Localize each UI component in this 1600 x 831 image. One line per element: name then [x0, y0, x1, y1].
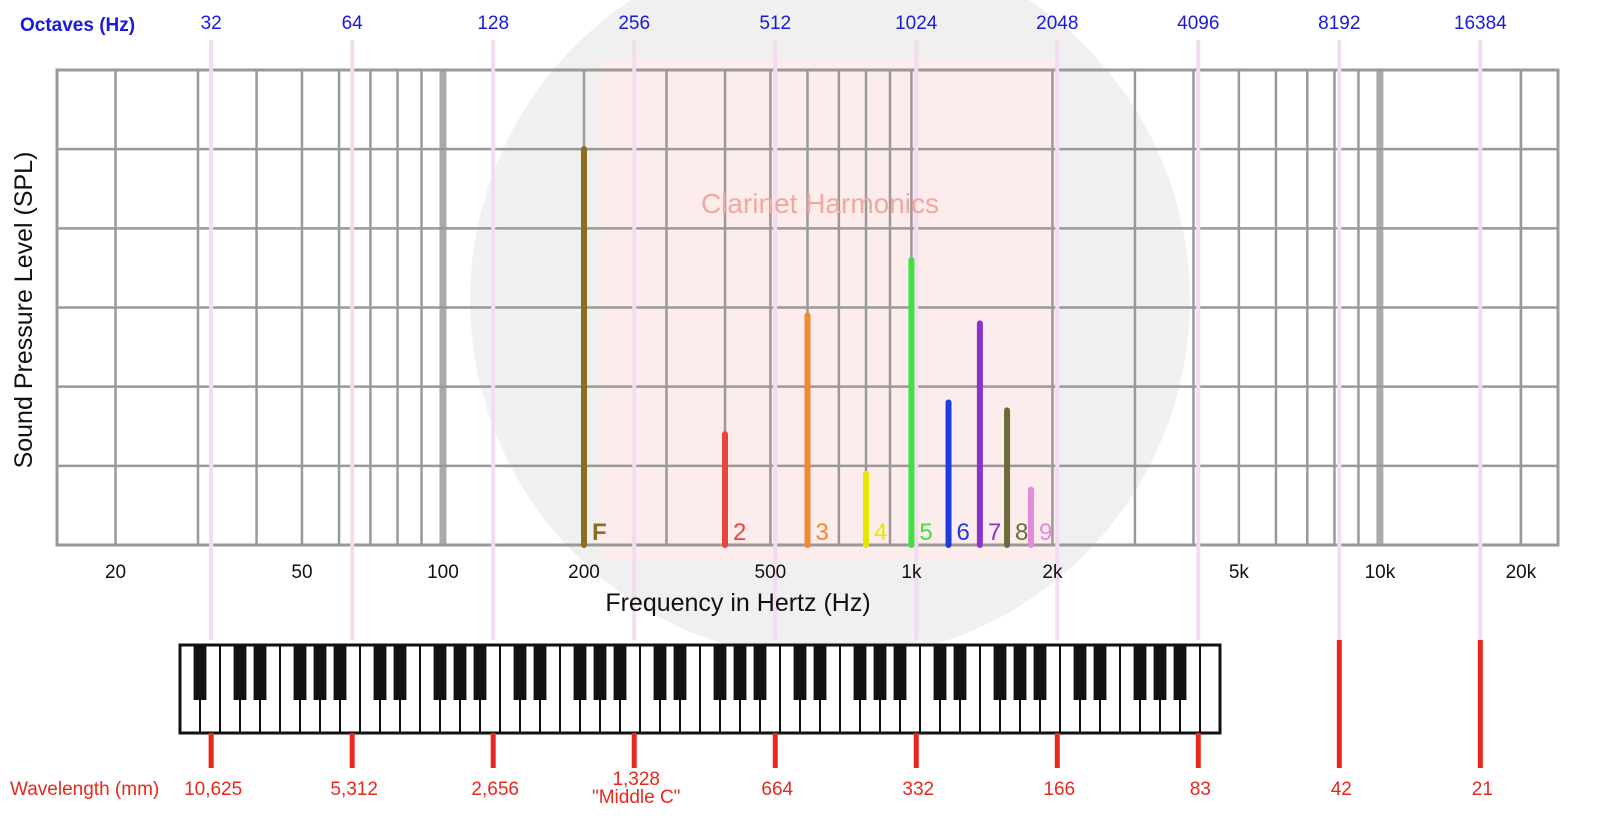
octave-label: 32 — [201, 13, 222, 34]
black-key — [593, 645, 607, 700]
wavelength-header: Wavelength (mm) — [10, 779, 159, 800]
black-key — [453, 645, 467, 700]
harmonic-label-5: 5 — [919, 519, 932, 546]
x-tick-label: 2k — [1042, 562, 1063, 583]
harmonic-label-9: 9 — [1039, 519, 1052, 546]
piano-keyboard — [178, 643, 1222, 735]
x-tick-label: 1k — [901, 562, 922, 583]
black-key — [793, 645, 807, 700]
octave-label: 512 — [759, 13, 791, 34]
wavelength-labels: 10,625 5,312 2,656 1,328"Middle C" 664 332 166… — [184, 769, 1493, 808]
harmonic-label-7: 7 — [988, 519, 1001, 546]
black-key — [1093, 645, 1107, 700]
wavelength-label: 664 — [761, 779, 793, 800]
black-key — [473, 645, 487, 700]
black-key — [393, 645, 407, 700]
harmonic-label-8: 8 — [1015, 519, 1028, 546]
black-key — [373, 645, 387, 700]
wavelength-label: 83 — [1190, 779, 1211, 800]
wavelength-label: 1,328 — [612, 769, 660, 790]
wavelength-label: 42 — [1331, 779, 1352, 800]
black-key — [953, 645, 967, 700]
octave-label: 2048 — [1036, 13, 1078, 34]
black-key — [873, 645, 887, 700]
black-key — [933, 645, 947, 700]
black-key — [733, 645, 747, 700]
wavelength-label: 10,625 — [184, 779, 242, 800]
x-tick-label: 10k — [1365, 562, 1396, 583]
black-key — [193, 645, 207, 700]
x-tick-label: 20 — [105, 562, 126, 583]
black-key — [513, 645, 527, 700]
black-key — [1153, 645, 1167, 700]
black-key — [1073, 645, 1087, 700]
octave-label: 4096 — [1177, 13, 1219, 34]
octave-label: 64 — [342, 13, 364, 34]
middle-c-label: "Middle C" — [592, 787, 680, 808]
black-key — [613, 645, 627, 700]
black-key — [533, 645, 547, 700]
black-key — [233, 645, 247, 700]
octave-label: 16384 — [1454, 13, 1507, 34]
wavelength-markers — [208, 640, 1483, 768]
black-key — [333, 645, 347, 700]
octave-label: 1024 — [895, 13, 938, 34]
watermark-logo — [470, 0, 1190, 660]
black-key — [893, 645, 907, 700]
wavelength-label: 166 — [1043, 779, 1075, 800]
harmonic-bars — [580, 146, 1035, 548]
octaves-header: Octaves (Hz) — [20, 15, 135, 36]
black-key — [753, 645, 767, 700]
black-key — [573, 645, 587, 700]
x-tick-label: 100 — [427, 562, 459, 583]
y-axis-label: Sound Pressure Level (SPL) — [10, 152, 38, 469]
black-key — [673, 645, 687, 700]
harmonic-label-F: F — [592, 519, 607, 546]
octave-label: 256 — [618, 13, 650, 34]
wavelength-label: 5,312 — [330, 779, 378, 800]
x-axis-label: Frequency in Hertz (Hz) — [605, 589, 870, 617]
octave-lines — [209, 40, 1483, 640]
octave-labels: 32 64 128 256 512 1024 2048 4096 8192 16384 — [201, 13, 1508, 34]
octave-label: 8192 — [1318, 13, 1360, 34]
black-key — [853, 645, 867, 700]
black-key — [1173, 645, 1187, 700]
black-key — [1133, 645, 1147, 700]
x-tick-label: 50 — [291, 562, 312, 583]
wavelength-label: 2,656 — [471, 779, 519, 800]
black-key — [1013, 645, 1027, 700]
x-tick-label: 500 — [755, 562, 787, 583]
black-key — [653, 645, 667, 700]
wavelength-label: 332 — [902, 779, 934, 800]
harmonic-label-4: 4 — [874, 519, 887, 546]
x-tick-label: 5k — [1229, 562, 1250, 583]
black-key — [253, 645, 267, 700]
chart-title: Clarinet Harmonics — [701, 188, 939, 219]
harmonic-label-2: 2 — [733, 519, 746, 546]
wavelength-label: 21 — [1472, 779, 1493, 800]
x-tick-label: 20k — [1506, 562, 1537, 583]
black-key — [293, 645, 307, 700]
black-key — [1033, 645, 1047, 700]
black-key — [813, 645, 827, 700]
octave-label: 128 — [477, 13, 509, 34]
black-key — [993, 645, 1007, 700]
harmonic-label-3: 3 — [816, 519, 829, 546]
x-tick-labels: 20 50 100 200 500 1k 2k 5k 10k 20k — [105, 562, 1537, 583]
harmonic-label-6: 6 — [957, 519, 970, 546]
x-tick-label: 200 — [568, 562, 600, 583]
black-key — [433, 645, 447, 700]
black-key — [713, 645, 727, 700]
black-key — [313, 645, 327, 700]
